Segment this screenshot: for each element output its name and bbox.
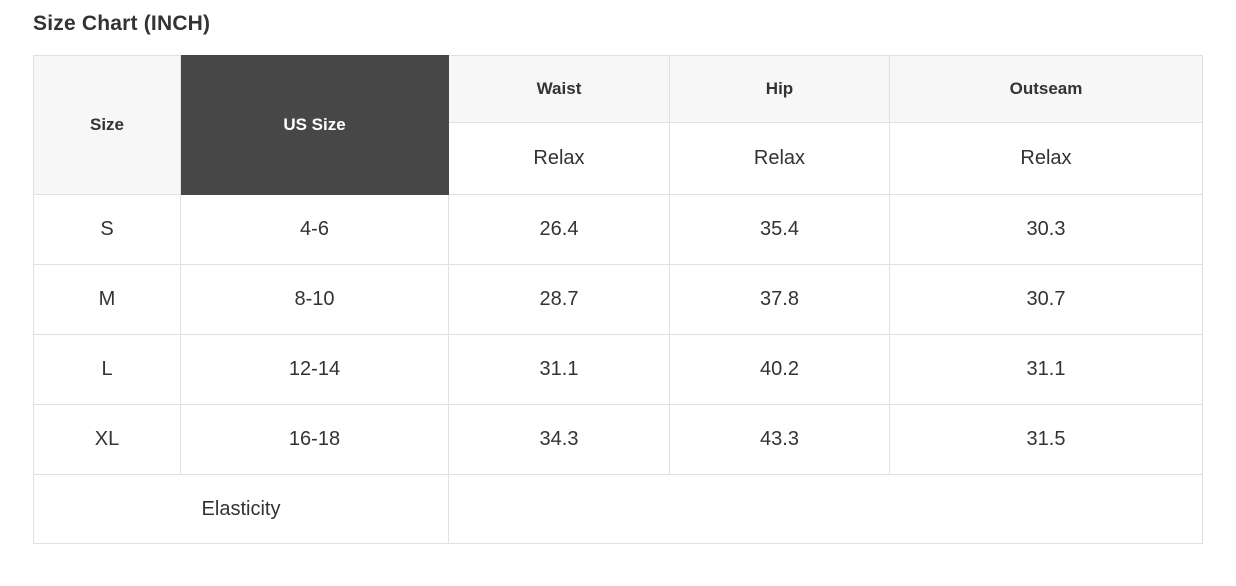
cell-us-size: 12-14 — [180, 334, 449, 405]
cell-us-size: 4-6 — [180, 194, 449, 265]
cell-waist: 34.3 — [448, 404, 670, 475]
cell-outseam: 31.1 — [889, 334, 1203, 405]
table-row: M 8-10 28.7 37.8 30.7 — [33, 264, 1203, 335]
table-row: S 4-6 26.4 35.4 30.3 — [33, 194, 1203, 265]
cell-outseam: 30.7 — [889, 264, 1203, 335]
elasticity-value — [448, 474, 1203, 544]
cell-hip: 35.4 — [669, 194, 890, 265]
table-header: Size US Size Waist Hip Outseam Relax Rel… — [33, 55, 1203, 195]
table-body: S 4-6 26.4 35.4 30.3 M 8-10 28.7 37.8 30… — [33, 194, 1203, 475]
size-chart-page: Size Chart (INCH) Size US Size Waist Hip… — [33, 12, 1203, 544]
subheader-waist-fit: Relax — [448, 122, 670, 195]
cell-size: L — [33, 334, 181, 405]
cell-outseam: 30.3 — [889, 194, 1203, 265]
table-row: XL 16-18 34.3 43.3 31.5 — [33, 404, 1203, 475]
cell-us-size: 16-18 — [180, 404, 449, 475]
column-header-waist: Waist — [448, 55, 670, 123]
page-title: Size Chart (INCH) — [33, 12, 211, 35]
subheader-outseam-fit: Relax — [889, 122, 1203, 195]
table-header-row-fit: Relax Relax Relax — [34, 122, 1203, 195]
cell-hip: 37.8 — [669, 264, 890, 335]
elasticity-row: Elasticity — [33, 474, 1203, 544]
table-footer: Elasticity — [33, 474, 1203, 544]
cell-waist: 26.4 — [448, 194, 670, 265]
table-header-row-labels: Size US Size Waist Hip Outseam — [33, 55, 1203, 195]
cell-size: M — [33, 264, 181, 335]
cell-outseam: 31.5 — [889, 404, 1203, 475]
elasticity-label: Elasticity — [33, 474, 449, 544]
cell-us-size: 8-10 — [180, 264, 449, 335]
column-header-size: Size — [33, 55, 181, 195]
subheader-hip-fit: Relax — [669, 122, 890, 195]
cell-waist: 28.7 — [448, 264, 670, 335]
cell-hip: 43.3 — [669, 404, 890, 475]
column-header-outseam: Outseam — [889, 55, 1203, 123]
column-header-hip: Hip — [669, 55, 890, 123]
cell-waist: 31.1 — [448, 334, 670, 405]
cell-hip: 40.2 — [669, 334, 890, 405]
table-row: L 12-14 31.1 40.2 31.1 — [33, 334, 1203, 405]
cell-size: XL — [33, 404, 181, 475]
column-header-us-size: US Size — [180, 55, 449, 195]
size-chart-table: Size US Size Waist Hip Outseam Relax Rel… — [33, 55, 1203, 544]
cell-size: S — [33, 194, 181, 265]
